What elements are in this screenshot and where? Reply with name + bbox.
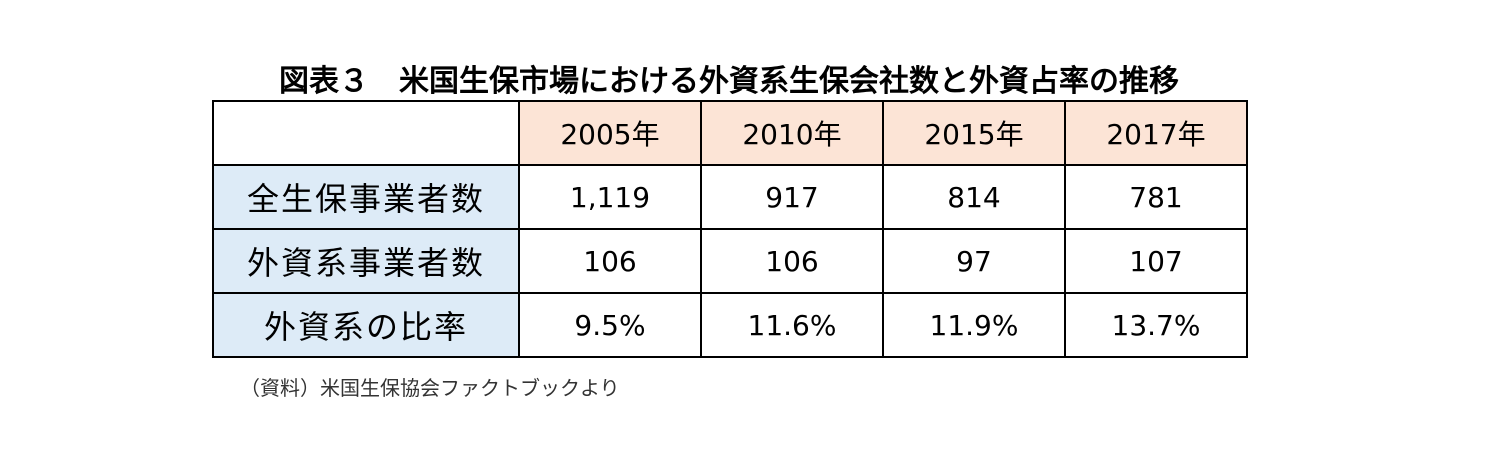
value-cell: 106 — [518, 228, 702, 294]
value-cell: 11.9% — [882, 292, 1066, 358]
header-cell: 2005年 — [518, 100, 702, 166]
header-cell: 2015年 — [882, 100, 1066, 166]
data-table: 2005年 2010年 2015年 2017年 全生保事業者数 1,119 917 8… — [212, 100, 1248, 358]
data-row: 外資系の比率 9.5% 11.6% 11.9% 13.7% — [212, 292, 1248, 358]
value-cell: 1,119 — [518, 164, 702, 230]
data-row: 外資系事業者数 106 106 97 107 — [212, 228, 1248, 294]
value-cell: 9.5% — [518, 292, 702, 358]
title: 図表３ 米国生保市場における外資系生保会社数と外資占率の推移 — [279, 64, 1179, 99]
row-label: 外資系事業者数 — [212, 228, 520, 294]
value-cell: 917 — [700, 164, 884, 230]
source-note: （資料）米国生保協会ファクトブックより — [240, 376, 620, 400]
value-cell: 11.6% — [700, 292, 884, 358]
value-cell: 814 — [882, 164, 1066, 230]
row-label: 全生保事業者数 — [212, 164, 520, 230]
header-row: 2005年 2010年 2015年 2017年 — [212, 100, 1248, 166]
value-cell: 781 — [1064, 164, 1248, 230]
value-cell: 13.7% — [1064, 292, 1248, 358]
value-cell: 107 — [1064, 228, 1248, 294]
value-cell: 97 — [882, 228, 1066, 294]
data-row: 全生保事業者数 1,119 917 814 781 — [212, 164, 1248, 230]
row-label: 外資系の比率 — [212, 292, 520, 358]
corner-cell — [212, 100, 520, 166]
header-cell: 2017年 — [1064, 100, 1248, 166]
header-cell: 2010年 — [700, 100, 884, 166]
value-cell: 106 — [700, 228, 884, 294]
